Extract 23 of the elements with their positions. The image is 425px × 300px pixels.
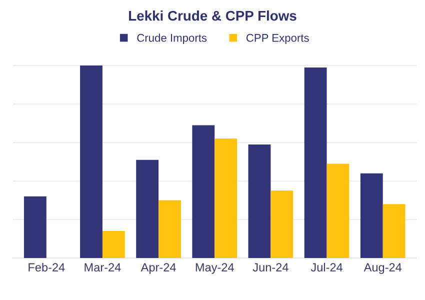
- x-tick-label: Mar-24: [84, 263, 121, 272]
- bar: [80, 66, 102, 258]
- x-tick-label: Apr-24: [140, 263, 176, 274]
- bar: [382, 204, 406, 258]
- bar: [136, 160, 159, 258]
- chart-title: Lekki Crude & CPP Flows: [129, 10, 296, 21]
- x-tick-label: Feb-24: [28, 262, 65, 272]
- legend-label: CPP Exports: [246, 34, 309, 44]
- x-tick-label: Jul-24: [310, 262, 343, 272]
- x-tick-label: Aug-24: [364, 263, 402, 274]
- bar: [270, 190, 294, 258]
- bar: [192, 125, 215, 258]
- bar: [304, 67, 327, 258]
- bar: [360, 173, 383, 258]
- x-tick-label: Jun-24: [252, 263, 288, 272]
- legend-label: Crude Imports: [137, 34, 207, 44]
- bar: [326, 164, 350, 258]
- bar: [214, 138, 238, 258]
- x-tick-label: May-24: [196, 263, 234, 274]
- bar: [248, 144, 271, 258]
- bar: [24, 196, 46, 258]
- bar: [102, 231, 125, 258]
- bar: [158, 200, 181, 258]
